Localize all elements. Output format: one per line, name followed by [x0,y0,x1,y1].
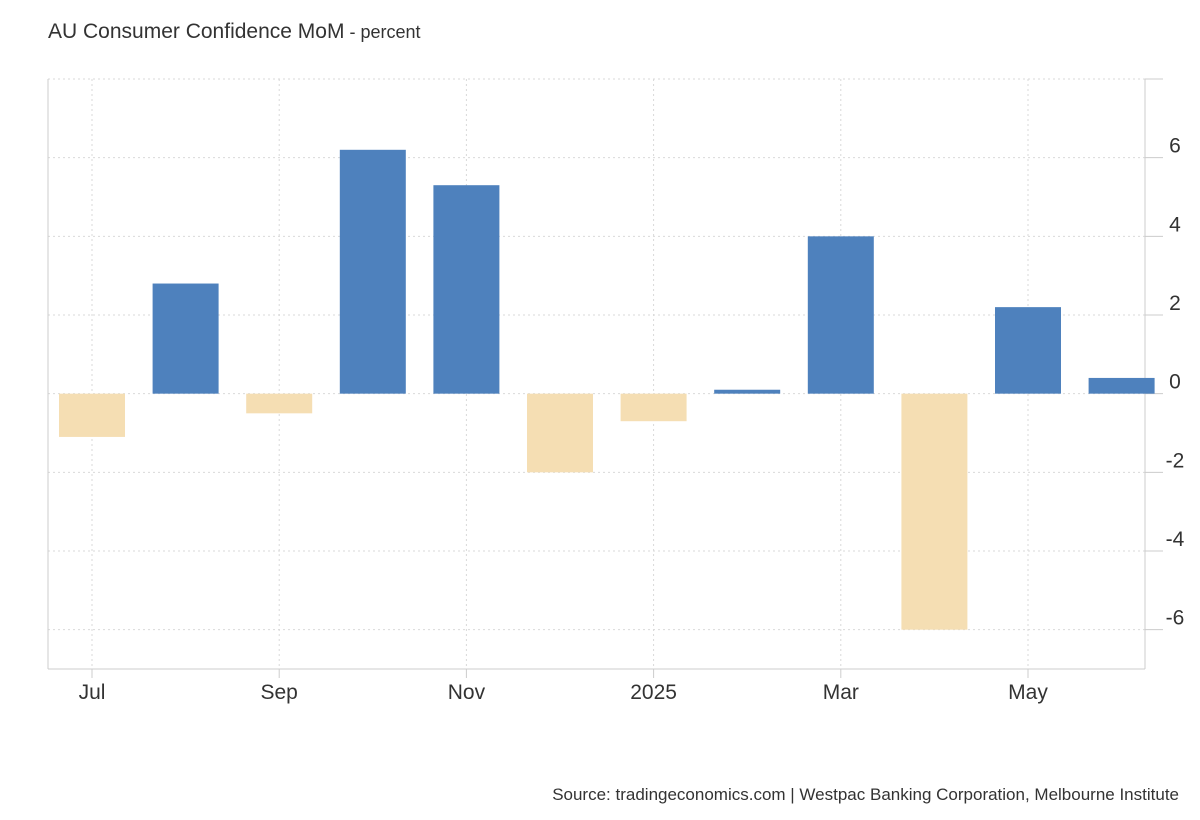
x-tick-label: Mar [823,681,859,704]
y-tick-label: -2 [1166,449,1185,472]
x-tick-label: Sep [261,681,298,704]
bar-dec [527,393,593,473]
chart-title-unit: - percent [344,22,421,42]
y-tick-label: 4 [1169,213,1181,236]
bar-jun [1088,377,1155,394]
bar-oct [339,149,406,394]
bar-jul [59,393,125,437]
bar-chart: -6 -4 -2 0 2 4 6 Jul Sep Nov 2025 Mar May [47,78,1185,704]
x-tick-label: Nov [448,681,486,704]
bar-apr [901,393,968,630]
bar-mar [807,236,874,394]
bar-may [995,307,1061,394]
y-tick-label: -4 [1166,528,1185,551]
source-note: Source: tradingeconomics.com | Westpac B… [552,785,1179,804]
y-tick-label: 6 [1169,135,1181,158]
y-tick-label: -6 [1166,607,1185,630]
bar-sep [246,393,313,414]
y-tick-label: 0 [1169,371,1181,394]
chart-title-main: AU Consumer Confidence MoM [48,20,345,43]
bar-feb [714,389,781,394]
bar-nov [433,185,500,394]
bar-2025 [620,393,687,422]
y-tick-label: 2 [1169,292,1181,315]
x-tick-label: Jul [79,681,106,704]
chart-title: AU Consumer Confidence MoM - percent [48,20,421,44]
bar-aug [152,283,219,394]
x-tick-label: 2025 [630,681,677,704]
x-tick-label: May [1008,681,1048,704]
